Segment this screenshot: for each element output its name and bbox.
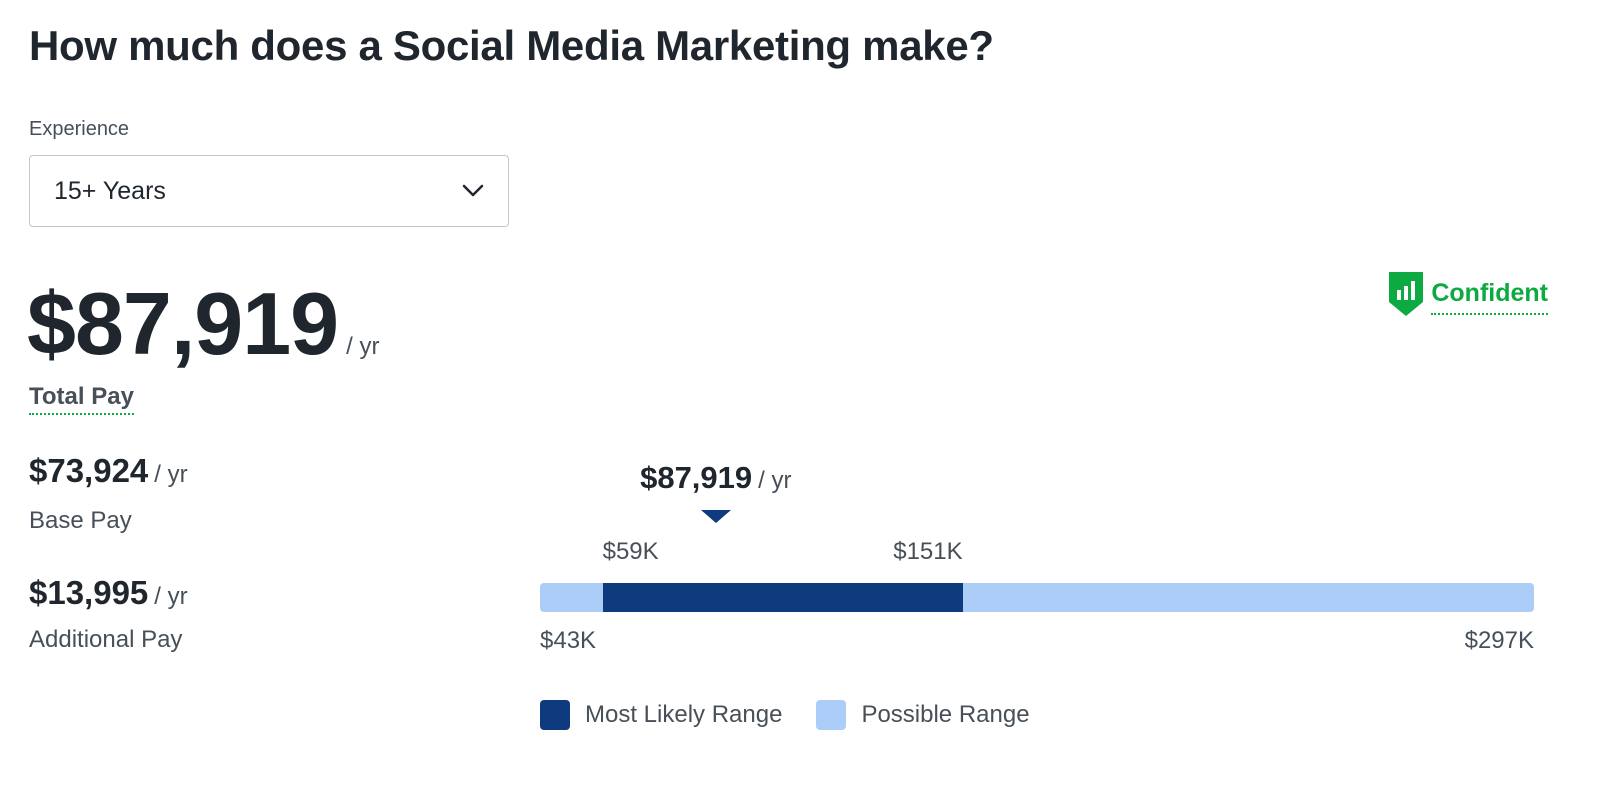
likely-range-bar: [602, 583, 963, 612]
experience-selected-value: 15+ Years: [54, 176, 166, 205]
possible-range-min-label: $43K: [540, 627, 597, 654]
confidence-indicator[interactable]: Confident: [1389, 272, 1548, 321]
base-pay-unit: / yr: [154, 461, 188, 488]
total-pay-label[interactable]: Total Pay: [29, 383, 134, 415]
legend-item-possible: Possible Range: [816, 700, 1030, 730]
base-pay-amount-group: $73,924 / yr: [29, 452, 188, 490]
pay-range-chart: $87,919 / yr $59K $151K $43K $297K Most …: [540, 450, 1534, 750]
marker-amount: $87,919: [640, 460, 753, 495]
likely-range-max-label: $151K: [893, 538, 963, 565]
additional-pay-amount: $13,995: [29, 574, 149, 611]
possible-range-max-label: $297K: [1464, 627, 1534, 654]
experience-label: Experience: [29, 118, 130, 140]
legend-label-most-likely: Most Likely Range: [585, 701, 783, 728]
base-pay-label: Base Pay: [29, 507, 132, 534]
marker-value-label: $87,919 / yr: [640, 460, 791, 496]
base-pay-amount: $73,924: [29, 452, 149, 489]
additional-pay-label: Additional Pay: [29, 626, 183, 653]
legend-item-most-likely: Most Likely Range: [540, 700, 782, 730]
total-pay-amount-group: $87,919 / yr: [27, 280, 379, 368]
confidence-label: Confident: [1431, 279, 1548, 315]
additional-pay-amount-group: $13,995 / yr: [29, 574, 188, 612]
likely-range-min-label: $59K: [602, 538, 659, 565]
total-pay-unit: / yr: [346, 333, 380, 360]
page-title: How much does a Social Media Marketing m…: [29, 22, 994, 69]
experience-dropdown[interactable]: 15+ Years: [29, 155, 509, 227]
additional-pay-unit: / yr: [154, 583, 188, 610]
confidence-shield-icon: [1389, 272, 1424, 321]
marker-triangle-icon: [700, 510, 731, 523]
legend-label-possible: Possible Range: [861, 701, 1030, 728]
legend-swatch-possible: [816, 700, 847, 730]
chevron-down-icon: [462, 180, 484, 202]
total-pay-amount: $87,919: [27, 274, 339, 373]
marker-unit: / yr: [758, 467, 792, 494]
legend-swatch-most-likely: [540, 700, 570, 730]
chart-legend: Most Likely Range Possible Range: [540, 700, 1064, 730]
